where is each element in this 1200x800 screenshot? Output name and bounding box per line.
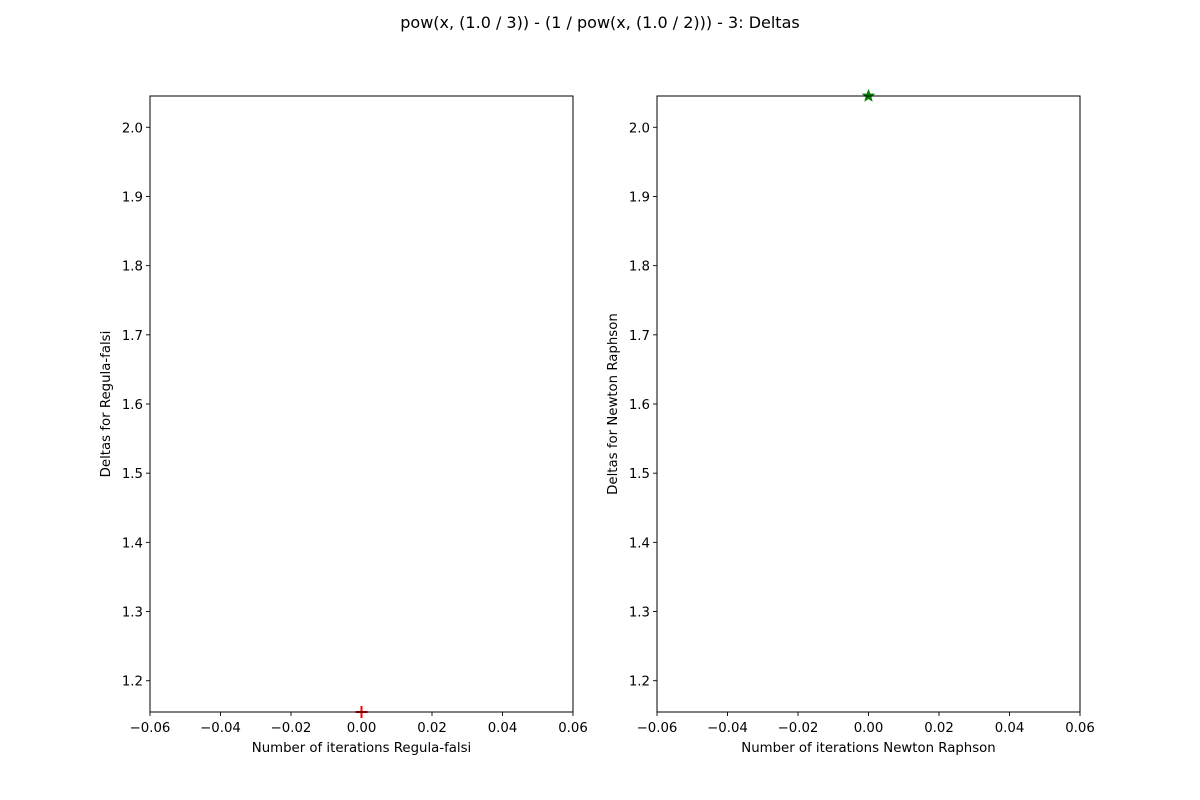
y-tick-label: 1.2	[122, 675, 143, 690]
y-tick-label: 1.5	[122, 467, 143, 482]
subplot-newton-raphson: −0.06 −0.04 −0.02 0.00 0.02 0.04 0.06 1.2 1.3 1.4…	[606, 88, 1095, 756]
y-tick-label: 1.9	[122, 190, 143, 205]
figure-title: pow(x, (1.0 / 3)) - (1 / pow(x, (1.0 / 2…	[400, 13, 799, 32]
y-tick-label: 1.4	[122, 536, 143, 551]
y-tick-label: 2.0	[629, 121, 650, 136]
x-tick-label: −0.02	[778, 721, 819, 736]
x-tick-label: 0.02	[924, 721, 954, 736]
x-tick-label: −0.06	[637, 721, 678, 736]
y-tick-label: 1.5	[629, 467, 650, 482]
y-tick-label: 2.0	[122, 121, 143, 136]
x-axis-label-regula-falsi: Number of iterations Regula-falsi	[252, 741, 472, 756]
x-tick-label: 0.02	[417, 721, 447, 736]
y-tick-label: 1.7	[122, 329, 143, 344]
x-tick-label: 0.04	[488, 721, 518, 736]
subplot-regula-falsi: −0.06 −0.04 −0.02 0.00 0.02 0.04 0.06 1.2 1.3 1.4…	[99, 95, 588, 756]
x-tick-label: 0.04	[995, 721, 1025, 736]
x-tick-label: 0.00	[347, 721, 377, 736]
x-tick-label: 0.06	[558, 721, 588, 736]
y-tick-label: 1.9	[629, 190, 650, 205]
y-tick-label: 1.8	[629, 260, 650, 275]
x-tick-label: 0.00	[854, 721, 884, 736]
x-tick-label: −0.02	[271, 721, 312, 736]
x-tick-label: −0.04	[707, 721, 748, 736]
y-tick-label: 1.4	[629, 536, 650, 551]
data-point-star	[861, 88, 876, 102]
x-axis-label-newton-raphson: Number of iterations Newton Raphson	[741, 741, 995, 756]
y-tick-label: 1.3	[122, 606, 143, 621]
y-tick-label: 1.3	[629, 606, 650, 621]
x-tick-label: 0.06	[1065, 721, 1095, 736]
y-tick-label: 1.6	[629, 398, 650, 413]
y-tick-label: 1.7	[629, 329, 650, 344]
y-tick-label: 1.6	[122, 398, 143, 413]
y-axis-label-regula-falsi: Deltas for Regula-falsi	[99, 331, 114, 478]
x-tick-label: −0.04	[200, 721, 241, 736]
y-tick-label: 1.8	[122, 260, 143, 275]
x-tick-label: −0.06	[130, 721, 171, 736]
plot-frame-newton-raphson	[656, 95, 1081, 713]
y-axis-label-newton-raphson: Deltas for Newton Raphson	[606, 313, 621, 495]
plot-frame-regula-falsi	[149, 95, 574, 713]
y-tick-label: 1.2	[629, 675, 650, 690]
